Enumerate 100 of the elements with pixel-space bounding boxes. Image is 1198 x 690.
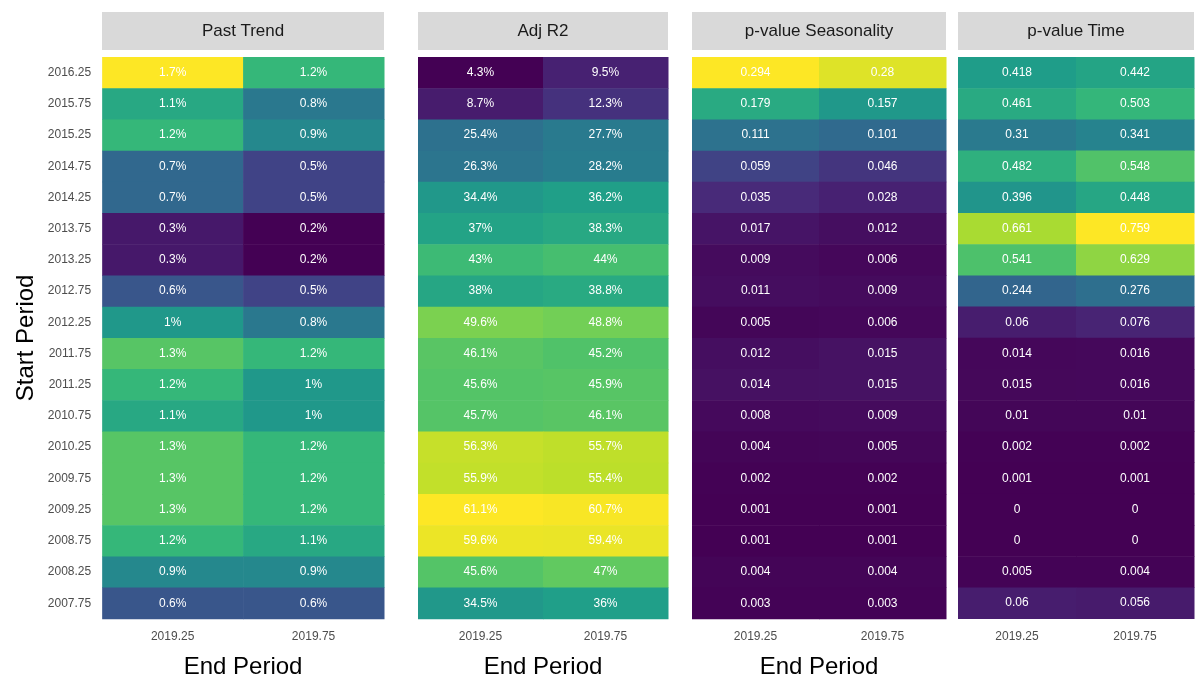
y-tick-label: 2014.25 bbox=[47, 189, 92, 204]
x-axis-title: End Period bbox=[483, 652, 603, 680]
data-label: 0.005 bbox=[740, 314, 771, 329]
data-label: 0.003 bbox=[740, 595, 771, 610]
data-label: 0.006 bbox=[867, 252, 898, 267]
data-label: 4.3% bbox=[466, 64, 495, 79]
data-label: 1.2% bbox=[299, 470, 328, 485]
data-label: 0 bbox=[1131, 532, 1139, 547]
data-label: 0.005 bbox=[1001, 564, 1033, 579]
data-label: 0.157 bbox=[867, 96, 898, 111]
data-label: 0.7% bbox=[158, 158, 187, 173]
data-label: 0.5% bbox=[299, 283, 328, 298]
data-label: 1% bbox=[304, 377, 323, 392]
data-label: 0.001 bbox=[867, 533, 898, 548]
y-tick-label: 2012.75 bbox=[47, 283, 92, 298]
y-tick-label: 2009.75 bbox=[47, 470, 92, 485]
data-label: 0.076 bbox=[1119, 314, 1151, 329]
data-label: 0.541 bbox=[1001, 252, 1033, 267]
data-label: 37% bbox=[468, 220, 493, 235]
data-label: 0.396 bbox=[1001, 189, 1033, 204]
data-label: 0.015 bbox=[867, 377, 898, 392]
data-label: 0.004 bbox=[740, 564, 771, 579]
data-label: 0.011 bbox=[740, 283, 771, 298]
y-tick-label: 2008.25 bbox=[47, 564, 92, 579]
data-label: 0.461 bbox=[1001, 96, 1033, 111]
data-label: 59.6% bbox=[463, 533, 498, 548]
data-label: 0.3% bbox=[158, 252, 187, 267]
data-label: 1.2% bbox=[299, 501, 328, 516]
data-label: 0 bbox=[1013, 501, 1021, 516]
data-label: 0.006 bbox=[867, 314, 898, 329]
y-axis-title: Start Period bbox=[11, 274, 39, 402]
data-label: 0.661 bbox=[1001, 220, 1033, 235]
data-label: 0.005 bbox=[867, 439, 898, 454]
data-label: 36% bbox=[593, 595, 618, 610]
data-label: 0.2% bbox=[299, 252, 328, 267]
x-tick-label: 2019.25 bbox=[150, 629, 195, 644]
data-label: 34.4% bbox=[463, 189, 498, 204]
data-label: 0.035 bbox=[740, 189, 771, 204]
data-label: 0.017 bbox=[740, 220, 771, 235]
data-label: 0.01 bbox=[1005, 408, 1029, 423]
data-label: 0.31 bbox=[1005, 127, 1029, 142]
x-tick-label: 2019.75 bbox=[1113, 629, 1158, 644]
data-label: 0.3% bbox=[158, 220, 187, 235]
data-label: 1.3% bbox=[158, 501, 187, 516]
data-label: 0.009 bbox=[740, 252, 771, 267]
data-label: 44% bbox=[593, 252, 618, 267]
data-label: 0.244 bbox=[1001, 283, 1033, 298]
data-label: 0.002 bbox=[1001, 439, 1033, 454]
data-label: 27.7% bbox=[588, 127, 623, 142]
data-label: 55.4% bbox=[588, 470, 623, 485]
data-label: 0.2% bbox=[299, 220, 328, 235]
data-label: 8.7% bbox=[466, 96, 495, 111]
data-label: 0.056 bbox=[1119, 595, 1151, 610]
y-tick-label: 2010.25 bbox=[47, 439, 92, 454]
data-label: 0.015 bbox=[867, 345, 898, 360]
data-label: 36.2% bbox=[588, 189, 623, 204]
data-label: 0.482 bbox=[1001, 158, 1033, 173]
data-label: 45.6% bbox=[463, 564, 498, 579]
data-label: 0.7% bbox=[158, 189, 187, 204]
data-label: 0.9% bbox=[299, 127, 328, 142]
data-label: 9.5% bbox=[591, 64, 620, 79]
data-label: 0.503 bbox=[1119, 96, 1151, 111]
data-label: 0.759 bbox=[1119, 220, 1151, 235]
data-label: 0.6% bbox=[158, 595, 187, 610]
y-tick-label: 2014.75 bbox=[47, 158, 92, 173]
data-label: 0.012 bbox=[867, 220, 898, 235]
x-tick-label: 2019.25 bbox=[995, 629, 1040, 644]
data-label: 0.418 bbox=[1001, 64, 1033, 79]
data-label: 0.003 bbox=[867, 595, 898, 610]
data-label: 0.6% bbox=[158, 283, 187, 298]
data-label: 1% bbox=[163, 314, 182, 329]
data-label: 0.276 bbox=[1119, 283, 1151, 298]
data-label: 0.014 bbox=[1001, 345, 1033, 360]
data-label: 0.548 bbox=[1119, 158, 1151, 173]
data-label: 0.001 bbox=[867, 501, 898, 516]
data-label: 0.016 bbox=[1119, 345, 1151, 360]
x-axis-title: End Period bbox=[759, 652, 879, 680]
data-label: 0.341 bbox=[1119, 127, 1151, 142]
x-tick-label: 2019.25 bbox=[458, 629, 503, 644]
data-label: 61.1% bbox=[463, 501, 498, 516]
data-label: 0.9% bbox=[158, 564, 187, 579]
data-label: 0.6% bbox=[299, 595, 328, 610]
data-label: 12.3% bbox=[588, 96, 623, 111]
data-label: 60.7% bbox=[588, 501, 623, 516]
data-label: 0.629 bbox=[1119, 252, 1151, 267]
x-tick-label: 2019.75 bbox=[860, 629, 905, 644]
data-label: 56.3% bbox=[463, 439, 498, 454]
y-tick-label: 2013.75 bbox=[47, 220, 92, 235]
data-label: 38.8% bbox=[588, 283, 623, 298]
data-label: 38.3% bbox=[588, 220, 623, 235]
data-label: 1.7% bbox=[158, 64, 187, 79]
x-tick-label: 2019.25 bbox=[733, 629, 778, 644]
data-label: 1.2% bbox=[158, 533, 187, 548]
data-label: 28.2% bbox=[588, 158, 623, 173]
data-label: 0.5% bbox=[299, 158, 328, 173]
y-tick-label: 2015.25 bbox=[47, 127, 92, 142]
data-label: 0.001 bbox=[1001, 470, 1033, 485]
data-label: 0.059 bbox=[740, 158, 771, 173]
data-label: 0.179 bbox=[740, 96, 771, 111]
data-label: 45.6% bbox=[463, 377, 498, 392]
